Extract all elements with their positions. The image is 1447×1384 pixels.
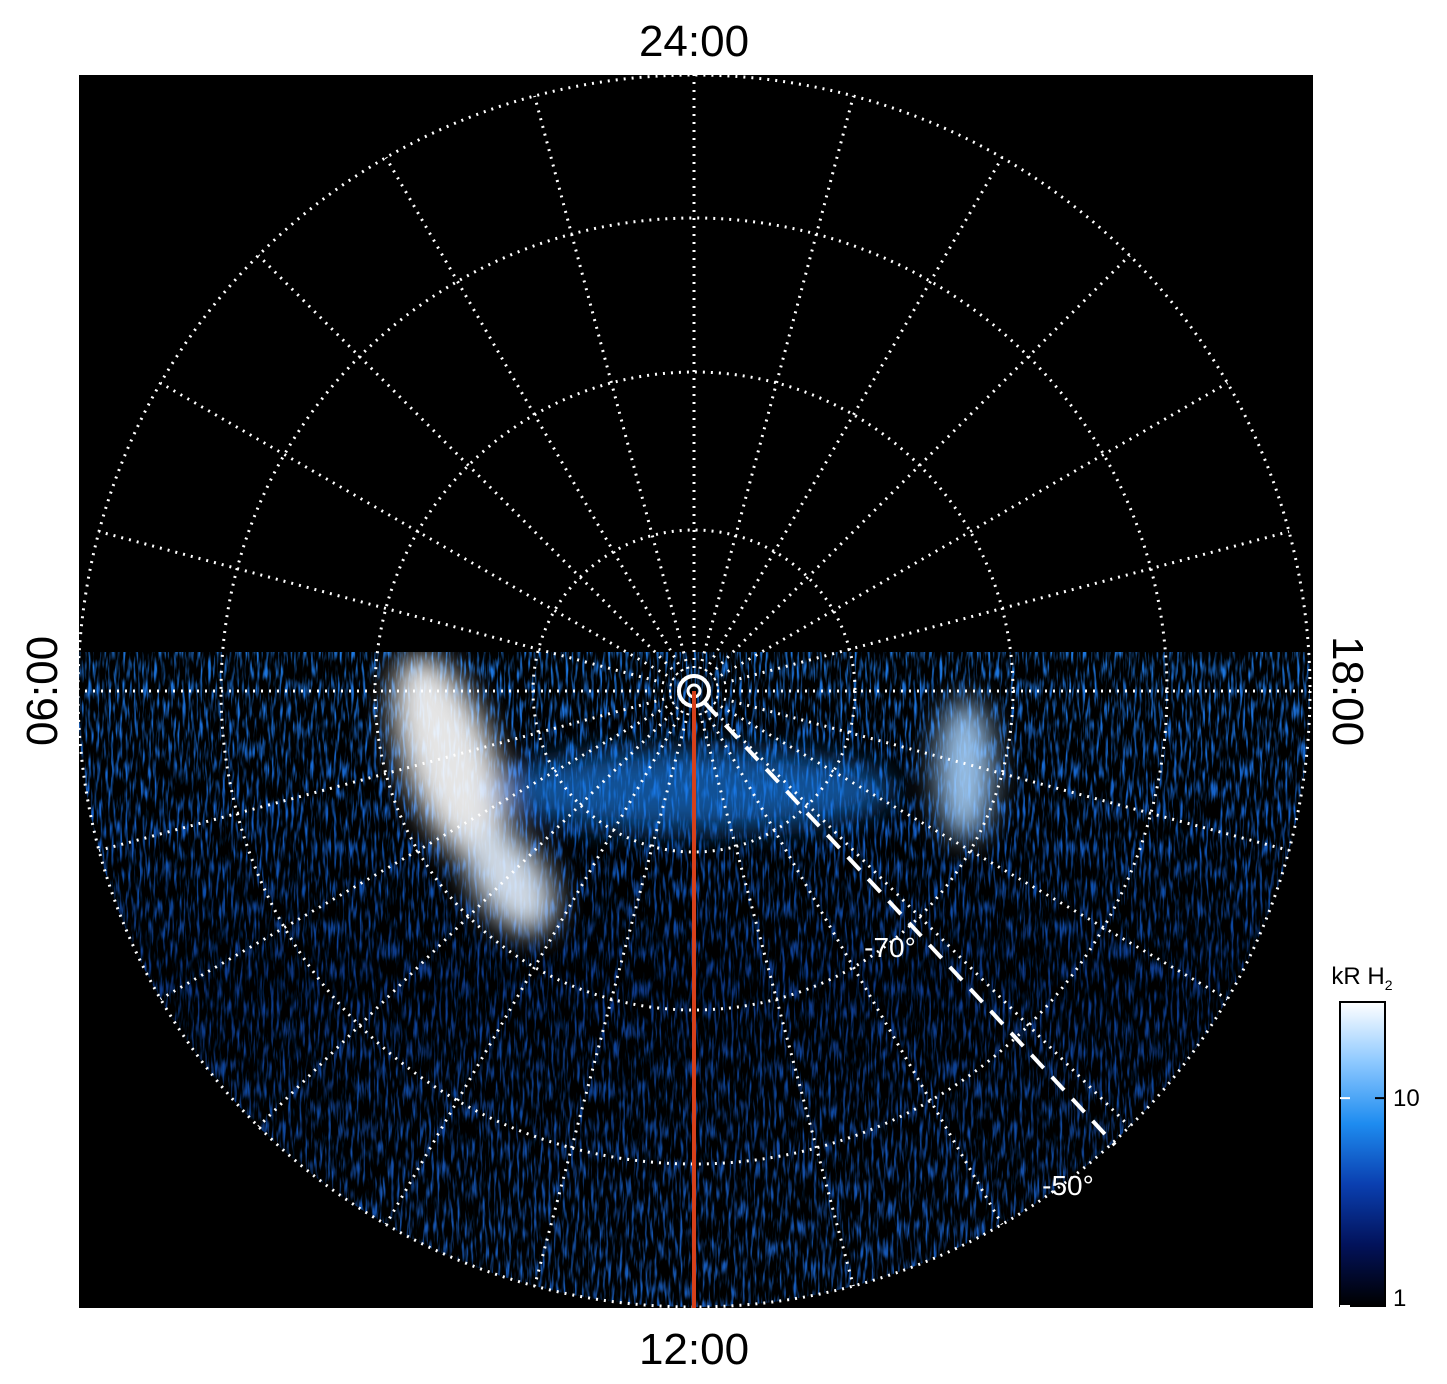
- colorbar-tick-label: 10: [1393, 1085, 1420, 1112]
- latitude-label: -70°: [864, 932, 916, 963]
- latitude-label: -50°: [1042, 1170, 1094, 1201]
- colorbar-title-subscript: 2: [1385, 977, 1393, 993]
- polar-grid: [76, 73, 1312, 1309]
- colorbar: [1339, 1001, 1386, 1307]
- colorbar-title: kR H2: [1331, 963, 1392, 993]
- bright-arc: [465, 826, 555, 934]
- bright-arc: [937, 700, 993, 840]
- hour-label: 24:00: [639, 17, 749, 66]
- colorbar-tick-label: 1: [1393, 1285, 1406, 1312]
- dashed-meridian: [703, 701, 1117, 1147]
- hour-label: 12:00: [639, 1325, 749, 1374]
- hour-label: 18:00: [1323, 636, 1372, 746]
- colorbar-title-text: kR H: [1331, 963, 1384, 990]
- hour-label: 06:00: [18, 636, 67, 746]
- bright-arc: [393, 655, 507, 865]
